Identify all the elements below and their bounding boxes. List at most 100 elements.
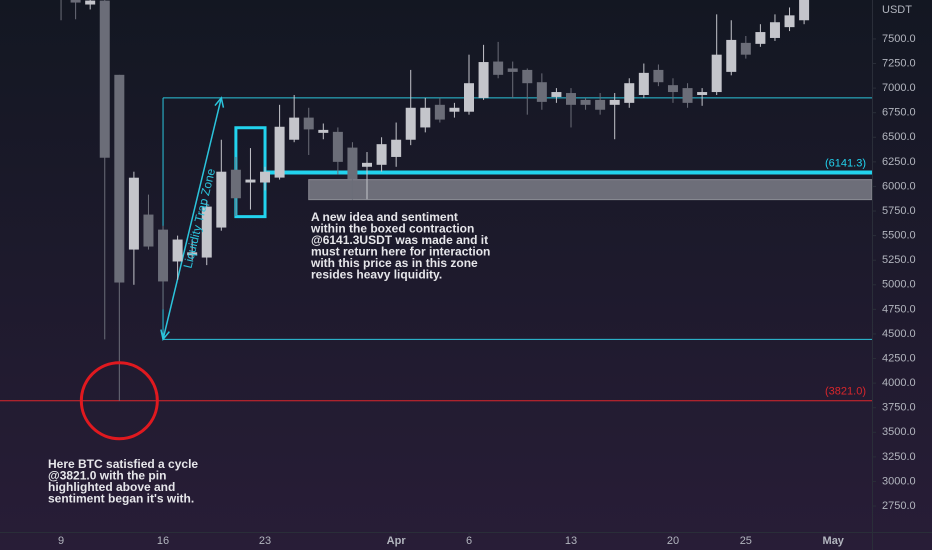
arrow-head [160, 329, 170, 342]
price-line-label: (6141.3) [825, 157, 866, 169]
candle-body [332, 131, 343, 162]
candle-body [740, 42, 751, 55]
candle-body [347, 147, 358, 180]
y-tick-label: 3500.0 [882, 426, 916, 438]
y-tick-label: 5250.0 [882, 254, 916, 266]
candle-body [449, 107, 460, 112]
note-line: A new idea and sentiment [311, 210, 458, 224]
note-line: Here BTC satisfied a cycle [48, 457, 198, 471]
x-tick-label: 6 [466, 535, 472, 547]
candle-body [522, 69, 533, 84]
x-tick-label: 23 [259, 535, 271, 547]
candle-body [158, 229, 169, 282]
candle-body [216, 171, 227, 228]
candle-body [187, 252, 198, 256]
pin-circle [79, 361, 159, 441]
trap-zone-arrow [162, 97, 223, 340]
arrow-head [214, 96, 225, 108]
candle-body [201, 206, 212, 258]
candle-body [230, 169, 241, 199]
candle-body [551, 92, 562, 97]
price-line-label: (3821.0) [825, 386, 866, 398]
candle-body [303, 117, 314, 130]
candle-body [172, 239, 183, 262]
x-tick-label: 20 [667, 535, 679, 547]
note-line: sentiment began it's with. [48, 492, 194, 506]
candle-body [128, 177, 139, 250]
candle-body [595, 99, 606, 110]
note-line: with this price as in this zone [310, 256, 478, 270]
candle-body [274, 126, 285, 178]
y-tick-label: 4000.0 [882, 377, 916, 389]
y-tick-label: 6750.0 [882, 107, 916, 119]
note-line: highlighted above and [48, 480, 175, 494]
candle-body [405, 107, 416, 140]
y-tick-label: 5500.0 [882, 230, 916, 242]
candle-body [507, 68, 518, 72]
candle-body [493, 61, 504, 75]
y-tick-label: 7000.0 [882, 82, 916, 94]
y-tick-label: 2750.0 [882, 500, 916, 512]
candle-body [70, 0, 81, 3]
note-line: @3821.0 with the pin [48, 469, 166, 483]
candle-body [580, 99, 591, 105]
x-tick-label: 13 [565, 535, 577, 547]
candle-body [318, 129, 329, 133]
y-tick-label: 4500.0 [882, 328, 916, 340]
y-tick-label: 3250.0 [882, 451, 916, 463]
candle-body [376, 144, 387, 165]
candle-body [711, 54, 722, 93]
y-tick-label: 5000.0 [882, 279, 916, 291]
candle-body [609, 99, 620, 105]
candle-body [114, 74, 125, 283]
candle-body [362, 162, 373, 167]
y-tick-label: 5750.0 [882, 205, 916, 217]
note-line: must return here for interaction [311, 245, 490, 259]
candle-body [653, 69, 664, 83]
candle-body [85, 0, 96, 5]
candle-body [478, 62, 489, 98]
y-tick-label: 7500.0 [882, 33, 916, 45]
candle-body [260, 171, 271, 183]
candle-body [769, 22, 780, 38]
note-line: @6141.3USDT was made and it [311, 233, 488, 247]
x-tick-label: 25 [740, 535, 752, 547]
x-tick-label: May [823, 535, 845, 547]
candle-body [697, 92, 708, 95]
candle-body [99, 0, 110, 158]
candle-body [536, 82, 547, 102]
candle-body [682, 88, 693, 103]
x-tick-label: 9 [58, 535, 64, 547]
y-tick-label: 3000.0 [882, 475, 916, 487]
candle-body [245, 179, 256, 183]
candle-body [784, 15, 795, 28]
y-tick-label: 4750.0 [882, 303, 916, 315]
plot-area [0, 0, 872, 402]
candle-body [755, 32, 766, 44]
candle-body [638, 72, 649, 95]
candle-body [289, 117, 300, 140]
y-axis-label: USDT [882, 4, 912, 16]
note-line: resides heavy liquidity. [311, 268, 442, 282]
y-tick-label: 3750.0 [882, 402, 916, 414]
candle-body [565, 93, 576, 105]
y-tick-label: 7250.0 [882, 57, 916, 69]
liquidity-box [308, 179, 872, 201]
candle-body [726, 39, 737, 72]
x-tick-label: Apr [387, 535, 407, 547]
y-tick-label: 4250.0 [882, 352, 916, 364]
candle-body [391, 139, 402, 157]
y-tick-label: 6250.0 [882, 156, 916, 168]
candle-body [799, 0, 810, 21]
candle-body [464, 83, 475, 112]
candle-body [434, 104, 445, 120]
y-tick-label: 6000.0 [882, 180, 916, 192]
x-tick-label: 16 [157, 535, 169, 547]
candle-body [667, 85, 678, 93]
candle-body [624, 83, 635, 103]
candle-body [143, 214, 154, 247]
y-tick-label: 6500.0 [882, 131, 916, 143]
candle-body [420, 107, 431, 128]
note-line: within the boxed contraction [310, 222, 474, 236]
